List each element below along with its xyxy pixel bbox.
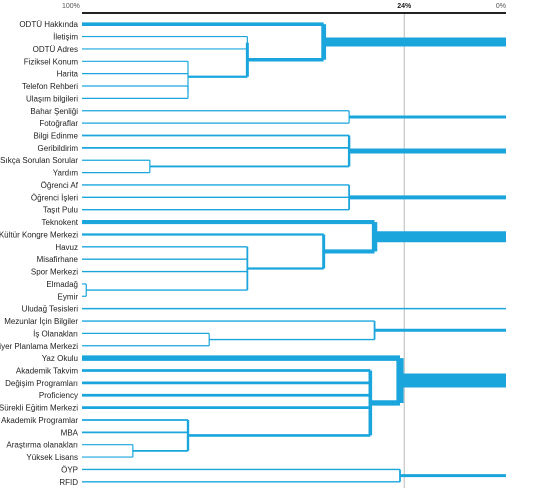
leaf-label: Telefon Rehberi	[22, 82, 78, 91]
leaf-label: Kültür Kongre Merkezi	[0, 230, 78, 239]
leaf-label: Bilgi Edinme	[34, 132, 79, 141]
leaf-label: Öğrenci Af	[41, 181, 79, 190]
leaf-label: Sürekli Eğitim Merkezi	[0, 404, 78, 413]
leaf-label: Eymir	[58, 292, 79, 301]
leaf-label: ODTÜ Hakkında	[19, 20, 78, 29]
x-tick-label: 100%	[62, 3, 80, 10]
leaf-label: Uludağ Tesisleri	[22, 305, 79, 314]
leaf-label: Kariyer Planlama Merkezi	[0, 342, 78, 351]
x-tick-label: 0%	[496, 3, 506, 10]
leaf-label: Sıkça Sorulan Sorular	[0, 156, 78, 165]
leaf-label: Öğrenci İşleri	[31, 193, 78, 202]
leaf-label: İş Olanakları	[33, 329, 78, 338]
leaf-label: Harita	[57, 70, 79, 79]
leaf-label: Yüksek Lisans	[26, 453, 78, 462]
leaf-label: Misafirhane	[37, 255, 79, 264]
leaf-label: Elmadağ	[46, 280, 78, 289]
x-tick-label: 24%	[397, 3, 412, 10]
leaf-label: Teknokent	[42, 218, 79, 227]
leaf-label: Spor Merkezi	[31, 268, 78, 277]
leaf-label: İletişim	[53, 33, 78, 42]
leaf-label: Mezunlar İçin Bilgiler	[4, 317, 78, 326]
leaf-label: RFID	[59, 478, 78, 487]
leaf-label: Taşıt Pulu	[43, 206, 78, 215]
leaf-label: Akademik Programlar	[1, 416, 78, 425]
leaf-label: ODTÜ Adres	[33, 45, 78, 54]
leaf-label: Değişim Programları	[5, 379, 78, 388]
leaf-label: Havuz	[55, 243, 78, 252]
leaf-label: Geribildirim	[38, 144, 79, 153]
leaf-label: MBA	[61, 428, 79, 437]
leaf-label: Fotoğraflar	[39, 119, 78, 128]
leaf-label: ÖYP	[61, 465, 78, 474]
leaf-label: Yardım	[53, 169, 79, 178]
leaf-label: Araştırma olanakları	[6, 441, 78, 450]
leaf-label: Ulaşım bilgileri	[26, 94, 78, 103]
leaf-label: Proficiency	[39, 391, 78, 400]
leaf-label: Fiziksel Konum	[24, 57, 79, 66]
leaf-label: Bahar Şenliği	[30, 107, 78, 116]
leaf-label: Yaz Okulu	[42, 354, 78, 363]
leaf-label: Akademik Takvim	[16, 367, 78, 376]
